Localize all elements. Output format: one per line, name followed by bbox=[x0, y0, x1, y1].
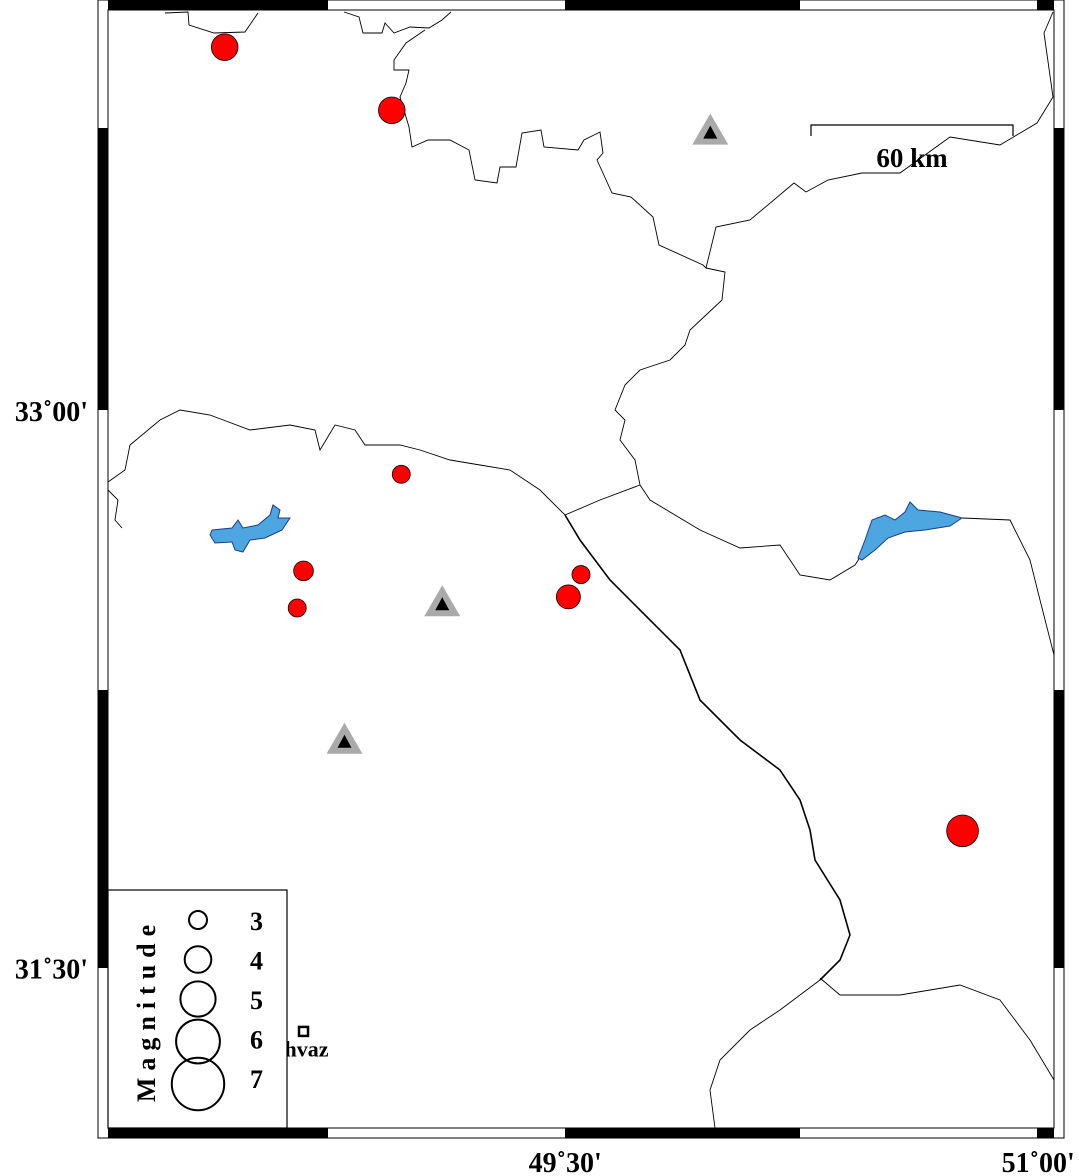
tick-labels: 33˚00' 31˚30' 49˚30' 51˚00' bbox=[15, 397, 1075, 1176]
boundary-line bbox=[564, 514, 851, 981]
earthquake-event bbox=[391, 464, 411, 484]
lake bbox=[209, 504, 291, 553]
map-frame bbox=[97, 0, 1065, 1139]
boundary-line bbox=[961, 517, 1055, 656]
legend-circle bbox=[175, 1018, 221, 1065]
frame-band-right bbox=[1054, 128, 1064, 410]
boundary-line bbox=[343, 11, 452, 34]
frame-band-top bbox=[1037, 0, 1054, 10]
legend-circle bbox=[170, 1056, 226, 1112]
frame-band-right bbox=[1054, 690, 1064, 968]
earthquake-event bbox=[555, 584, 581, 610]
boundary-lines bbox=[107, 11, 1055, 1129]
boundary-line bbox=[819, 977, 1055, 1081]
magnitude-legend: Magnitude 3 4 5 6 7 bbox=[107, 889, 288, 1129]
legend-circle bbox=[183, 945, 213, 974]
boundary-line bbox=[709, 979, 821, 1129]
station-triangle-inner-icon bbox=[337, 734, 352, 748]
lon-tick-label: 51˚00' bbox=[1002, 1148, 1075, 1176]
legend-circle bbox=[179, 980, 217, 1018]
earthquake-event bbox=[946, 814, 979, 848]
scale-bar: 60 km bbox=[810, 124, 1014, 173]
scale-bar-label: 60 km bbox=[876, 143, 948, 173]
earthquake-event bbox=[287, 598, 307, 618]
scale-bar-line bbox=[810, 124, 1014, 136]
legend-label: 6 bbox=[250, 1026, 263, 1055]
lake bbox=[857, 501, 964, 561]
legend-title: Magnitude bbox=[132, 918, 161, 1102]
legend-label: 7 bbox=[250, 1065, 263, 1094]
boundary-line bbox=[164, 11, 259, 34]
earthquake-event bbox=[378, 96, 406, 124]
stations bbox=[326, 113, 729, 754]
lat-tick-label: 33˚00' bbox=[15, 397, 88, 428]
boundary-line bbox=[107, 409, 641, 516]
earthquake-event bbox=[571, 565, 591, 584]
lakes bbox=[209, 501, 964, 561]
frame-band-left bbox=[98, 128, 108, 410]
frame-band-bottom bbox=[565, 1128, 800, 1138]
legend-label: 3 bbox=[250, 907, 263, 936]
frame-band-top bbox=[565, 0, 800, 10]
legend-box bbox=[107, 889, 288, 1129]
earthquake-event bbox=[293, 560, 314, 582]
legend-label: 4 bbox=[250, 947, 263, 976]
legend-label: 5 bbox=[250, 986, 263, 1015]
station-triangle-inner-icon bbox=[435, 597, 450, 611]
boundary-line bbox=[107, 489, 123, 529]
legend-circle bbox=[188, 910, 208, 930]
frame-band-bottom bbox=[1037, 1128, 1054, 1138]
frame-band-top bbox=[108, 0, 328, 10]
earthquake-event bbox=[210, 33, 239, 61]
city-marker: hvaz bbox=[285, 1025, 329, 1061]
lon-tick-label: 49˚30' bbox=[529, 1148, 602, 1176]
frame-band-bottom bbox=[108, 1128, 328, 1138]
boundary-line bbox=[393, 11, 1054, 269]
city-label: hvaz bbox=[285, 1036, 329, 1061]
earthquake-events bbox=[210, 33, 979, 848]
city-square-icon bbox=[297, 1025, 310, 1038]
frame-band-left bbox=[98, 690, 108, 968]
boundary-line bbox=[614, 267, 726, 486]
boundary-line bbox=[639, 484, 869, 581]
lat-tick-label: 31˚30' bbox=[15, 954, 88, 985]
station-triangle-inner-icon bbox=[703, 125, 718, 139]
